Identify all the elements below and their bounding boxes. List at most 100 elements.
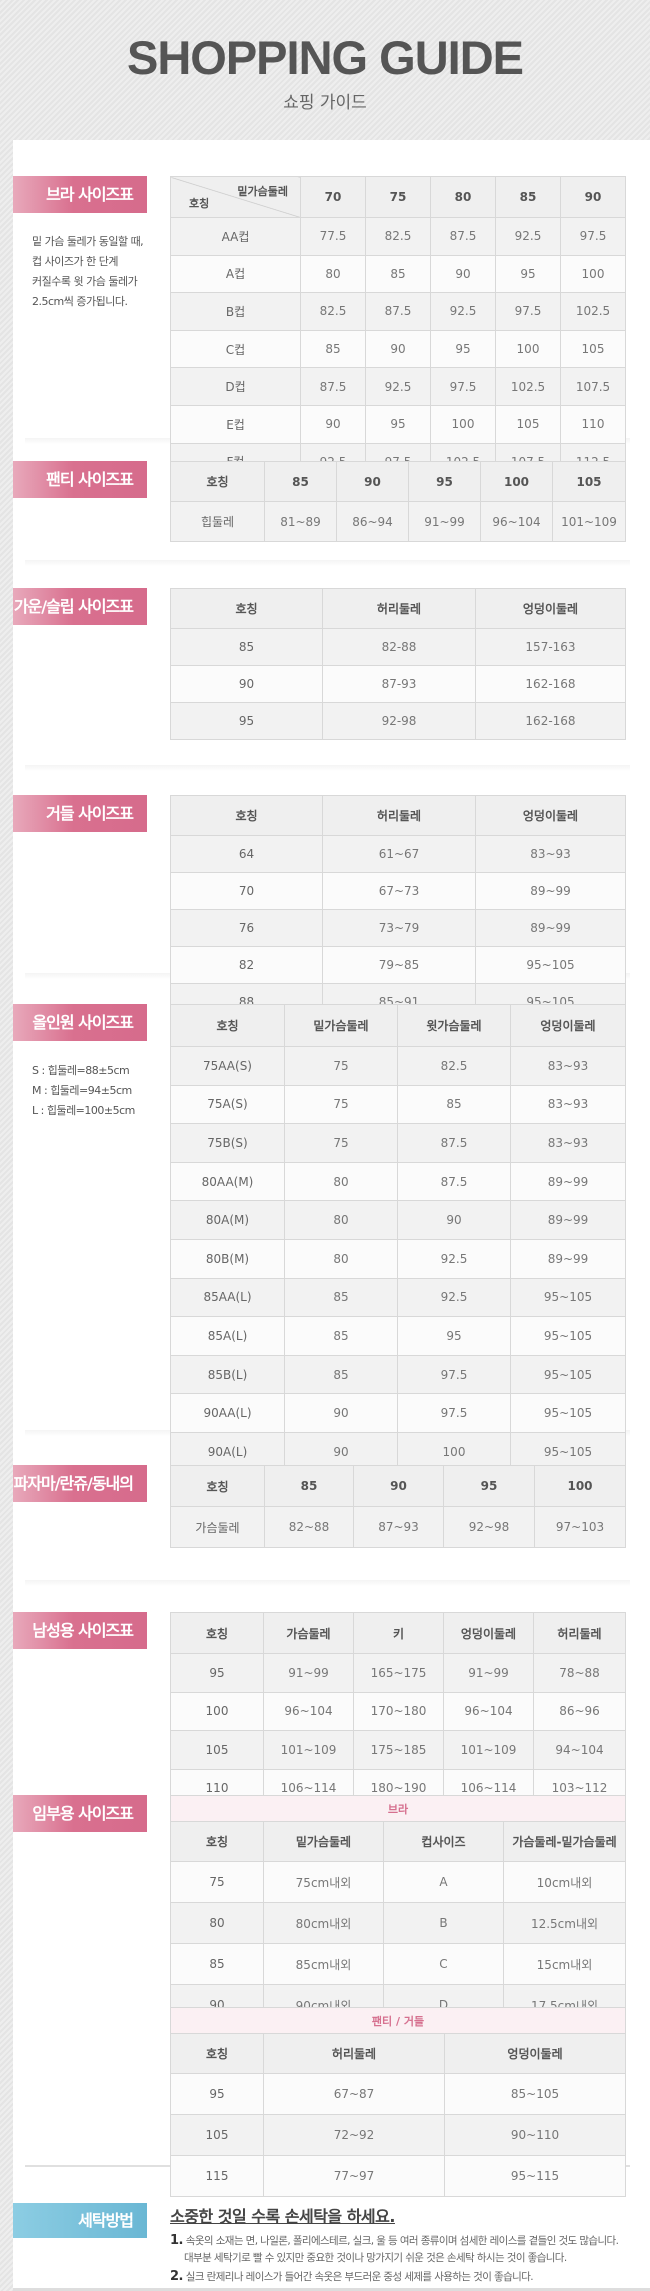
- allinone-note: S : 힙둘레=88±5cm M : 힙둘레=94±5cm L : 힙둘레=10…: [32, 1061, 135, 1121]
- header-row: 호칭 85 90 95 100 105: [170, 461, 626, 502]
- table-row: 100 96~104 170~180 96~104 86~96: [170, 1691, 626, 1731]
- allinone-size-label: 올인원 사이즈표: [13, 1004, 147, 1041]
- table-cell: 80: [284, 1161, 398, 1202]
- column-header: 90: [560, 176, 626, 218]
- table-cell: B: [383, 1902, 504, 1944]
- table-row: 가슴둘레 82~88 87~93 92~98 97~103: [170, 1506, 626, 1548]
- maternity-size-label: 임부용 사이즈표: [13, 1795, 147, 1832]
- column-header: 85: [495, 176, 561, 218]
- table-row: 75A(S) 75 85 83~93: [170, 1084, 626, 1125]
- men-size-label: 남성용 사이즈표: [13, 1612, 147, 1649]
- table-row: 85A(L) 85 95 95~105: [170, 1316, 626, 1356]
- table-cell: 83~93: [510, 1046, 626, 1086]
- table-cell: 87.5: [300, 367, 366, 406]
- table-row: 95 92-98 162-168: [170, 702, 626, 740]
- column-header: 엉덩이둘레: [510, 1004, 626, 1047]
- table-cell: 12.5cm내외: [503, 1902, 626, 1944]
- table-cell: 97.5: [560, 217, 626, 256]
- corner-header-cell: 밑가슴둘레 호칭: [170, 176, 301, 218]
- table-cell: 96~104: [263, 1691, 354, 1731]
- table-row: 힙둘레 81~89 86~94 91~99 96~104 101~109: [170, 501, 626, 542]
- table-cell: 95~105: [510, 1393, 626, 1433]
- column-header: 80: [430, 176, 496, 218]
- row-label: 85A(L): [170, 1316, 285, 1356]
- table-cell: 100: [397, 1431, 511, 1472]
- table-cell: 85: [300, 329, 366, 369]
- table-cell: 102.5: [495, 367, 561, 406]
- table-cell: 110: [560, 404, 626, 444]
- column-header: 호칭: [170, 1004, 285, 1047]
- table-cell: 91~99: [263, 1653, 354, 1693]
- table-row: 85AA(L) 85 92.5 95~105: [170, 1277, 626, 1318]
- table-cell: 82~88: [264, 1506, 354, 1548]
- table-row: 82 79~85 95~105: [170, 946, 626, 984]
- table-row: 95 91~99 165~175 91~99 78~88: [170, 1653, 626, 1693]
- column-header: 컵사이즈: [383, 1821, 504, 1862]
- column-header: 키: [353, 1612, 444, 1654]
- table-row: 90 87-93 162-168: [170, 665, 626, 703]
- item-text: 실크 란제리나 레이스가 들어간 속옷은 부드러운 중성 세제를 사용하는 것이…: [185, 2271, 534, 2283]
- row-label: 105: [170, 2114, 264, 2156]
- table-cell: 79~85: [322, 946, 476, 984]
- table-row: 70 67~73 89~99: [170, 872, 626, 910]
- allinone-size-table: 호칭 밑가슴둘레 윗가슴둘레 엉덩이둘레 75AA(S) 75 82.5 83~93 75A(S…: [170, 1004, 626, 1511]
- table-cell: 92.5: [495, 217, 561, 256]
- column-header: 85: [264, 461, 337, 502]
- table-cell: 82.5: [300, 292, 366, 331]
- header-row: 호칭 85 90 95 100: [170, 1465, 626, 1507]
- divider: [13, 2288, 650, 2291]
- table-cell: 90: [430, 254, 496, 294]
- table-cell: 157-163: [475, 628, 626, 666]
- table-row: 75AA(S) 75 82.5 83~93: [170, 1046, 626, 1086]
- table-cell: 90: [365, 329, 431, 369]
- column-header: 가슴둘레: [263, 1612, 354, 1654]
- table-caption: 브라: [170, 1795, 626, 1822]
- table-cell: 90~110: [443, 2114, 627, 2156]
- table-cell: 101~109: [552, 501, 626, 542]
- wash-item: 2. 실크 란제리나 레이스가 들어간 속옷은 부드러운 중성 세제를 사용하는 …: [170, 2268, 534, 2286]
- column-header: 호칭: [170, 1612, 264, 1654]
- column-header: 밑가슴둘레: [284, 1004, 398, 1047]
- column-header: 허리둘레: [322, 588, 476, 629]
- column-header: 100: [534, 1465, 626, 1507]
- note-line: 2.5cm씩 증가됩니다.: [32, 295, 128, 308]
- table-cell: 67~73: [322, 872, 476, 910]
- table-cell: 89~99: [510, 1200, 626, 1240]
- row-label: 힙둘레: [170, 501, 265, 542]
- table-row: 95 67~87 85~105: [170, 2073, 627, 2115]
- column-header: 75: [365, 176, 431, 218]
- table-row: 85 82-88 157-163: [170, 628, 626, 666]
- wash-title: 소중한 것일 수록 손세탁을 하세요.: [170, 2207, 395, 2226]
- column-header: 85: [264, 1465, 354, 1507]
- table-cell: 82-88: [322, 628, 476, 666]
- row-label: 85AA(L): [170, 1277, 285, 1318]
- table-cell: 107.5: [560, 367, 626, 406]
- table-cell: 75: [284, 1123, 398, 1163]
- column-header: 호칭: [170, 588, 323, 629]
- page-subtitle: 쇼핑 가이드: [283, 93, 367, 113]
- table-cell: 92.5: [430, 292, 496, 331]
- table-cell: 105: [560, 329, 626, 369]
- table-cell: 83~93: [510, 1123, 626, 1163]
- table-cell: 95: [365, 404, 431, 444]
- table-cell: 170~180: [353, 1691, 444, 1731]
- column-header: 95: [443, 1465, 535, 1507]
- row-label: 70: [170, 872, 323, 910]
- table-cell: 86~96: [533, 1691, 626, 1731]
- table-cell: 97~103: [534, 1506, 626, 1548]
- table-cell: 95~105: [510, 1277, 626, 1318]
- table-cell: 165~175: [353, 1653, 444, 1693]
- table-cell: 97.5: [397, 1354, 511, 1395]
- table-cell: 97.5: [495, 292, 561, 331]
- column-header: 호칭: [170, 1465, 265, 1507]
- table-cell: 78~88: [533, 1653, 626, 1693]
- bra-note: 밑 가슴 둘레가 동일할 때, 컵 사이즈가 한 단계 커질수록 윗 가슴 둘레…: [32, 232, 144, 312]
- column-header: 엉덩이둘레: [475, 588, 626, 629]
- header-row: 밑가슴둘레 호칭 70 75 80 85 90: [170, 176, 626, 218]
- row-label: 75A(S): [170, 1084, 285, 1125]
- table-cell: 92.5: [397, 1238, 511, 1279]
- header-row: 호칭 허리둘레 엉덩이둘레: [170, 588, 626, 629]
- table-cell: 95: [430, 329, 496, 369]
- table-cell: 77.5: [300, 217, 366, 256]
- row-label: 75AA(S): [170, 1046, 285, 1086]
